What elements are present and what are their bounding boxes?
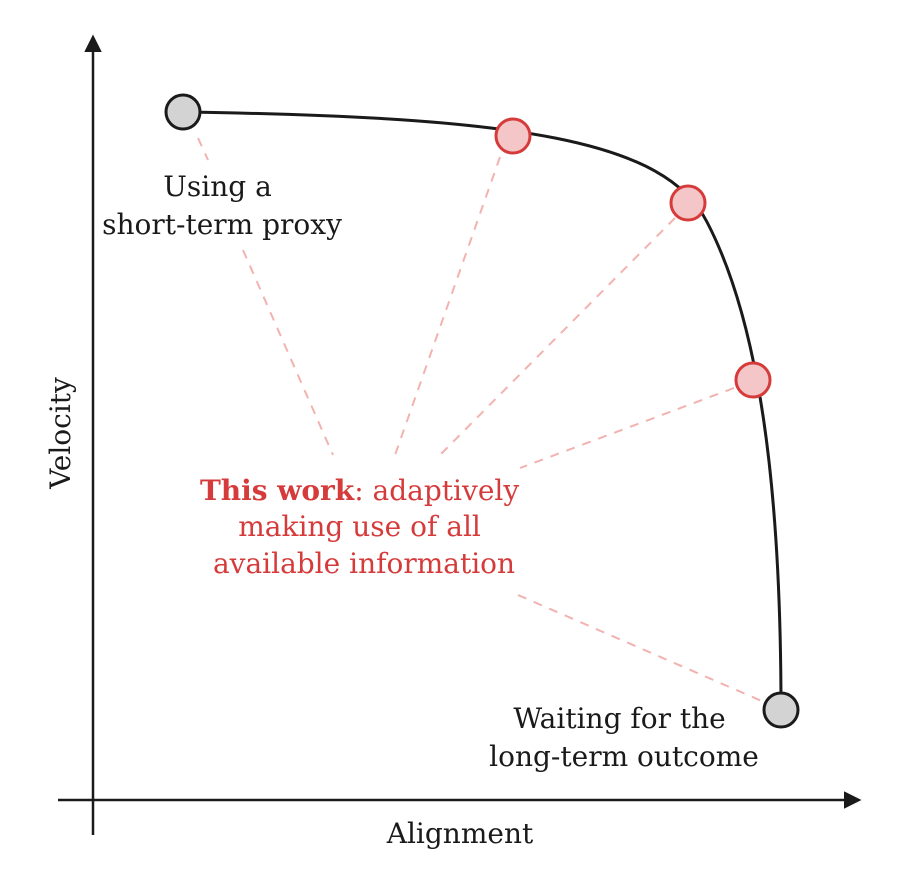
- this-work-bold: This work: [200, 474, 355, 507]
- this-work-label-line-1: This work: adaptively: [200, 474, 519, 507]
- connector-short-term-upper: [197, 137, 209, 161]
- frontier-curve: [182, 110, 783, 711]
- short-term-proxy-label-line-2: short-term proxy: [102, 208, 342, 241]
- short-term-proxy-label-line-1: Using a: [163, 170, 271, 203]
- adaptive-point-2-node: [669, 184, 707, 222]
- connector-short-term-lower: [242, 249, 334, 456]
- this-work-label-line-2: making use of all: [238, 510, 481, 543]
- this-work-rest: : adaptively: [354, 474, 519, 507]
- this-work-label-line-3: available information: [213, 547, 515, 580]
- connector-point-1: [394, 156, 501, 456]
- x-axis-label: Alignment: [386, 817, 534, 850]
- y-axis-label: Velocity: [44, 377, 77, 490]
- connector-point-3: [519, 387, 735, 469]
- long-term-outcome-node: [762, 691, 800, 729]
- adaptive-point-1-node: [494, 117, 532, 155]
- connector-point-2: [439, 217, 676, 456]
- long-term-outcome-label: Waiting for the long-term outcome: [489, 702, 759, 773]
- this-work-label: This work: adaptively making use of all …: [200, 474, 528, 580]
- long-term-outcome-label-line-1: Waiting for the: [513, 702, 725, 735]
- short-term-proxy-label: Using a short-term proxy: [102, 170, 342, 241]
- long-term-outcome-label-line-2: long-term outcome: [489, 740, 759, 773]
- short-term-proxy-node: [164, 93, 202, 131]
- adaptive-point-3-node: [734, 361, 772, 399]
- connector-long-term: [517, 594, 765, 703]
- dashed-connectors: [197, 137, 765, 703]
